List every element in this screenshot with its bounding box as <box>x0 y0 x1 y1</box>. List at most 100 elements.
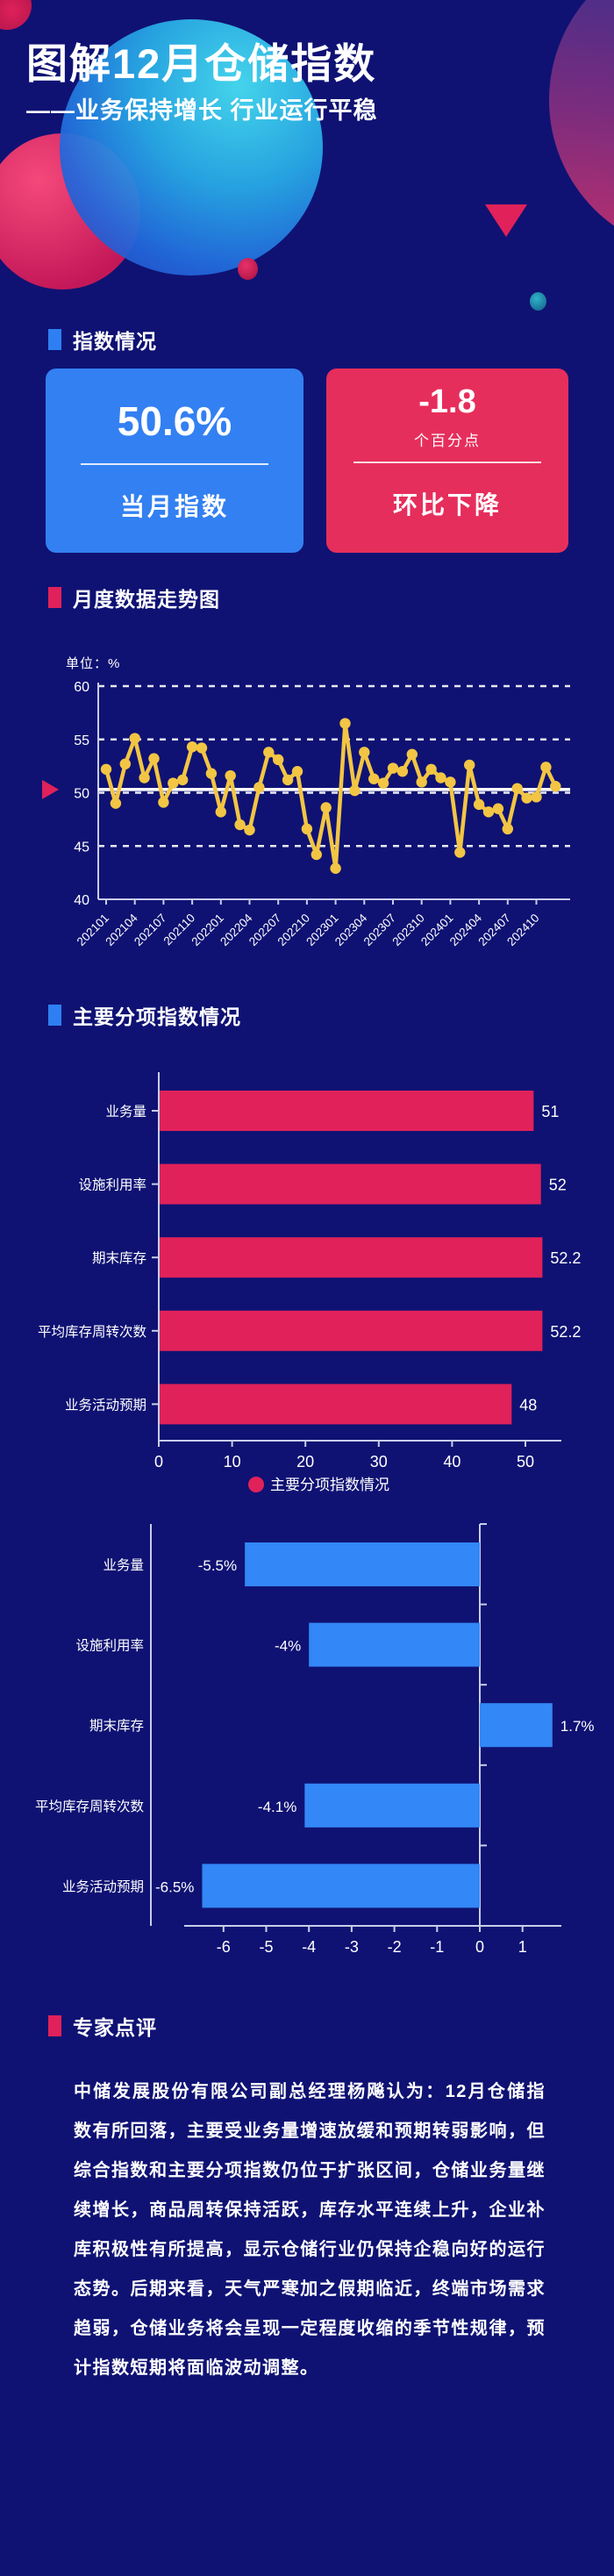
data-point <box>301 823 313 835</box>
x-tick-label: -4 <box>302 1938 316 1956</box>
section-header-monthly-trend: 月度数据走势图 <box>48 583 220 612</box>
bar <box>160 1384 512 1425</box>
category-label: 设施利用率 <box>75 1638 144 1654</box>
page-title: 图解12月仓储指数 <box>26 40 377 87</box>
data-point <box>425 763 437 775</box>
x-tick-label: -5 <box>259 1938 273 1956</box>
data-point <box>550 781 561 792</box>
data-point <box>273 754 284 766</box>
data-point <box>406 748 418 760</box>
data-point <box>454 847 466 858</box>
data-point <box>540 762 552 773</box>
value-label: -4.1% <box>258 1799 296 1815</box>
data-point <box>119 758 131 769</box>
data-point <box>339 718 351 729</box>
data-point <box>205 768 218 779</box>
data-point <box>311 848 322 861</box>
data-point <box>100 763 112 775</box>
data-point <box>531 791 542 803</box>
data-point <box>215 806 226 818</box>
section-title: 指数情况 <box>73 330 157 353</box>
data-point <box>473 798 485 811</box>
data-point <box>282 774 294 786</box>
reference-pointer-icon <box>42 779 59 799</box>
section-title: 专家点评 <box>73 2016 157 2039</box>
category-label: 业务活动预期 <box>65 1397 146 1413</box>
section-marker-icon <box>48 2015 61 2036</box>
x-tick-label: 0 <box>154 1453 163 1470</box>
value-label: 51 <box>541 1103 559 1120</box>
y-tick-label: 55 <box>74 733 89 748</box>
value-label: 1.7% <box>560 1718 595 1735</box>
data-point <box>177 774 189 786</box>
value-label: 52 <box>549 1177 567 1194</box>
bar <box>309 1622 480 1667</box>
data-point <box>387 762 399 774</box>
data-point <box>396 766 409 777</box>
x-tick-label: 40 <box>443 1453 460 1470</box>
section-header-index-status: 指数情况 <box>48 325 157 354</box>
x-tick-label: -6 <box>217 1938 231 1956</box>
card-divider <box>81 463 268 465</box>
monthly-trend-line-chart: 4045505560202101202104202107202110202201… <box>42 680 570 948</box>
sub-index-bar-chart: 0 10 20 30 40 50 业务量 51 设施利用率 52 期末库存 52.2 平均库存周转次数 5… <box>38 1072 581 1493</box>
section-title: 主要分项指数情况 <box>73 1005 241 1028</box>
y-tick-label: 45 <box>74 840 89 855</box>
bar <box>245 1542 480 1586</box>
mom-change-label: 环比下降 <box>392 491 502 519</box>
section-marker-icon <box>48 587 61 608</box>
cyan-gradient-circle <box>60 19 323 275</box>
small-teal-dot <box>530 292 546 311</box>
data-point <box>416 776 427 788</box>
y-tick-label: 40 <box>74 893 89 908</box>
data-point <box>359 747 370 758</box>
x-tick-label: -1 <box>430 1938 444 1956</box>
mom-change-value: -1.8 <box>418 383 476 420</box>
data-point <box>139 772 150 784</box>
bar <box>160 1163 541 1205</box>
data-point <box>330 862 341 874</box>
top-right-gradient-circle <box>549 0 614 254</box>
data-point <box>234 819 246 831</box>
category-label: 业务活动预期 <box>62 1878 144 1894</box>
red-triangle-decoration <box>485 204 527 237</box>
x-tick-label: -3 <box>345 1938 359 1956</box>
current-index-label: 当月指数 <box>119 493 229 520</box>
data-point <box>349 784 361 797</box>
data-point <box>291 766 303 777</box>
x-tick-label: 10 <box>224 1453 241 1470</box>
category-label: 平均库存周转次数 <box>35 1799 144 1814</box>
data-point <box>168 777 179 789</box>
category-label: 业务量 <box>103 1557 144 1573</box>
legend-marker-icon <box>248 1477 264 1492</box>
data-point <box>464 759 475 771</box>
data-point <box>110 798 122 809</box>
bar <box>480 1703 553 1748</box>
bar <box>202 1864 480 1908</box>
category-label: 平均库存周转次数 <box>38 1324 147 1340</box>
data-point <box>263 747 275 758</box>
data-point <box>244 824 255 836</box>
data-point <box>253 782 265 793</box>
x-tick-label: 0 <box>475 1938 484 1956</box>
x-tick-label: 30 <box>370 1453 388 1470</box>
data-point <box>482 806 495 818</box>
bar <box>160 1091 534 1131</box>
current-index-value: 50.6% <box>117 398 232 444</box>
data-point <box>129 733 140 744</box>
data-point <box>492 803 504 814</box>
bar <box>304 1783 480 1828</box>
y-tick-label: 60 <box>74 680 89 695</box>
card-divider <box>353 462 541 463</box>
data-point <box>377 777 389 789</box>
small-red-dot <box>238 258 258 280</box>
y-tick-label: 50 <box>74 787 89 802</box>
page-subtitle: ——业务保持增长 行业运行平稳 <box>26 97 378 124</box>
value-label: 52.2 <box>550 1249 581 1267</box>
mom-change-unit: 个百分点 <box>414 433 481 449</box>
trend-unit-label: 单位：% <box>66 656 121 671</box>
section-title: 月度数据走势图 <box>73 588 220 611</box>
category-label: 业务量 <box>105 1104 146 1120</box>
x-tick-label: -2 <box>388 1938 402 1956</box>
mom-change-card: -1.8 个百分点 环比下降 <box>326 369 568 553</box>
